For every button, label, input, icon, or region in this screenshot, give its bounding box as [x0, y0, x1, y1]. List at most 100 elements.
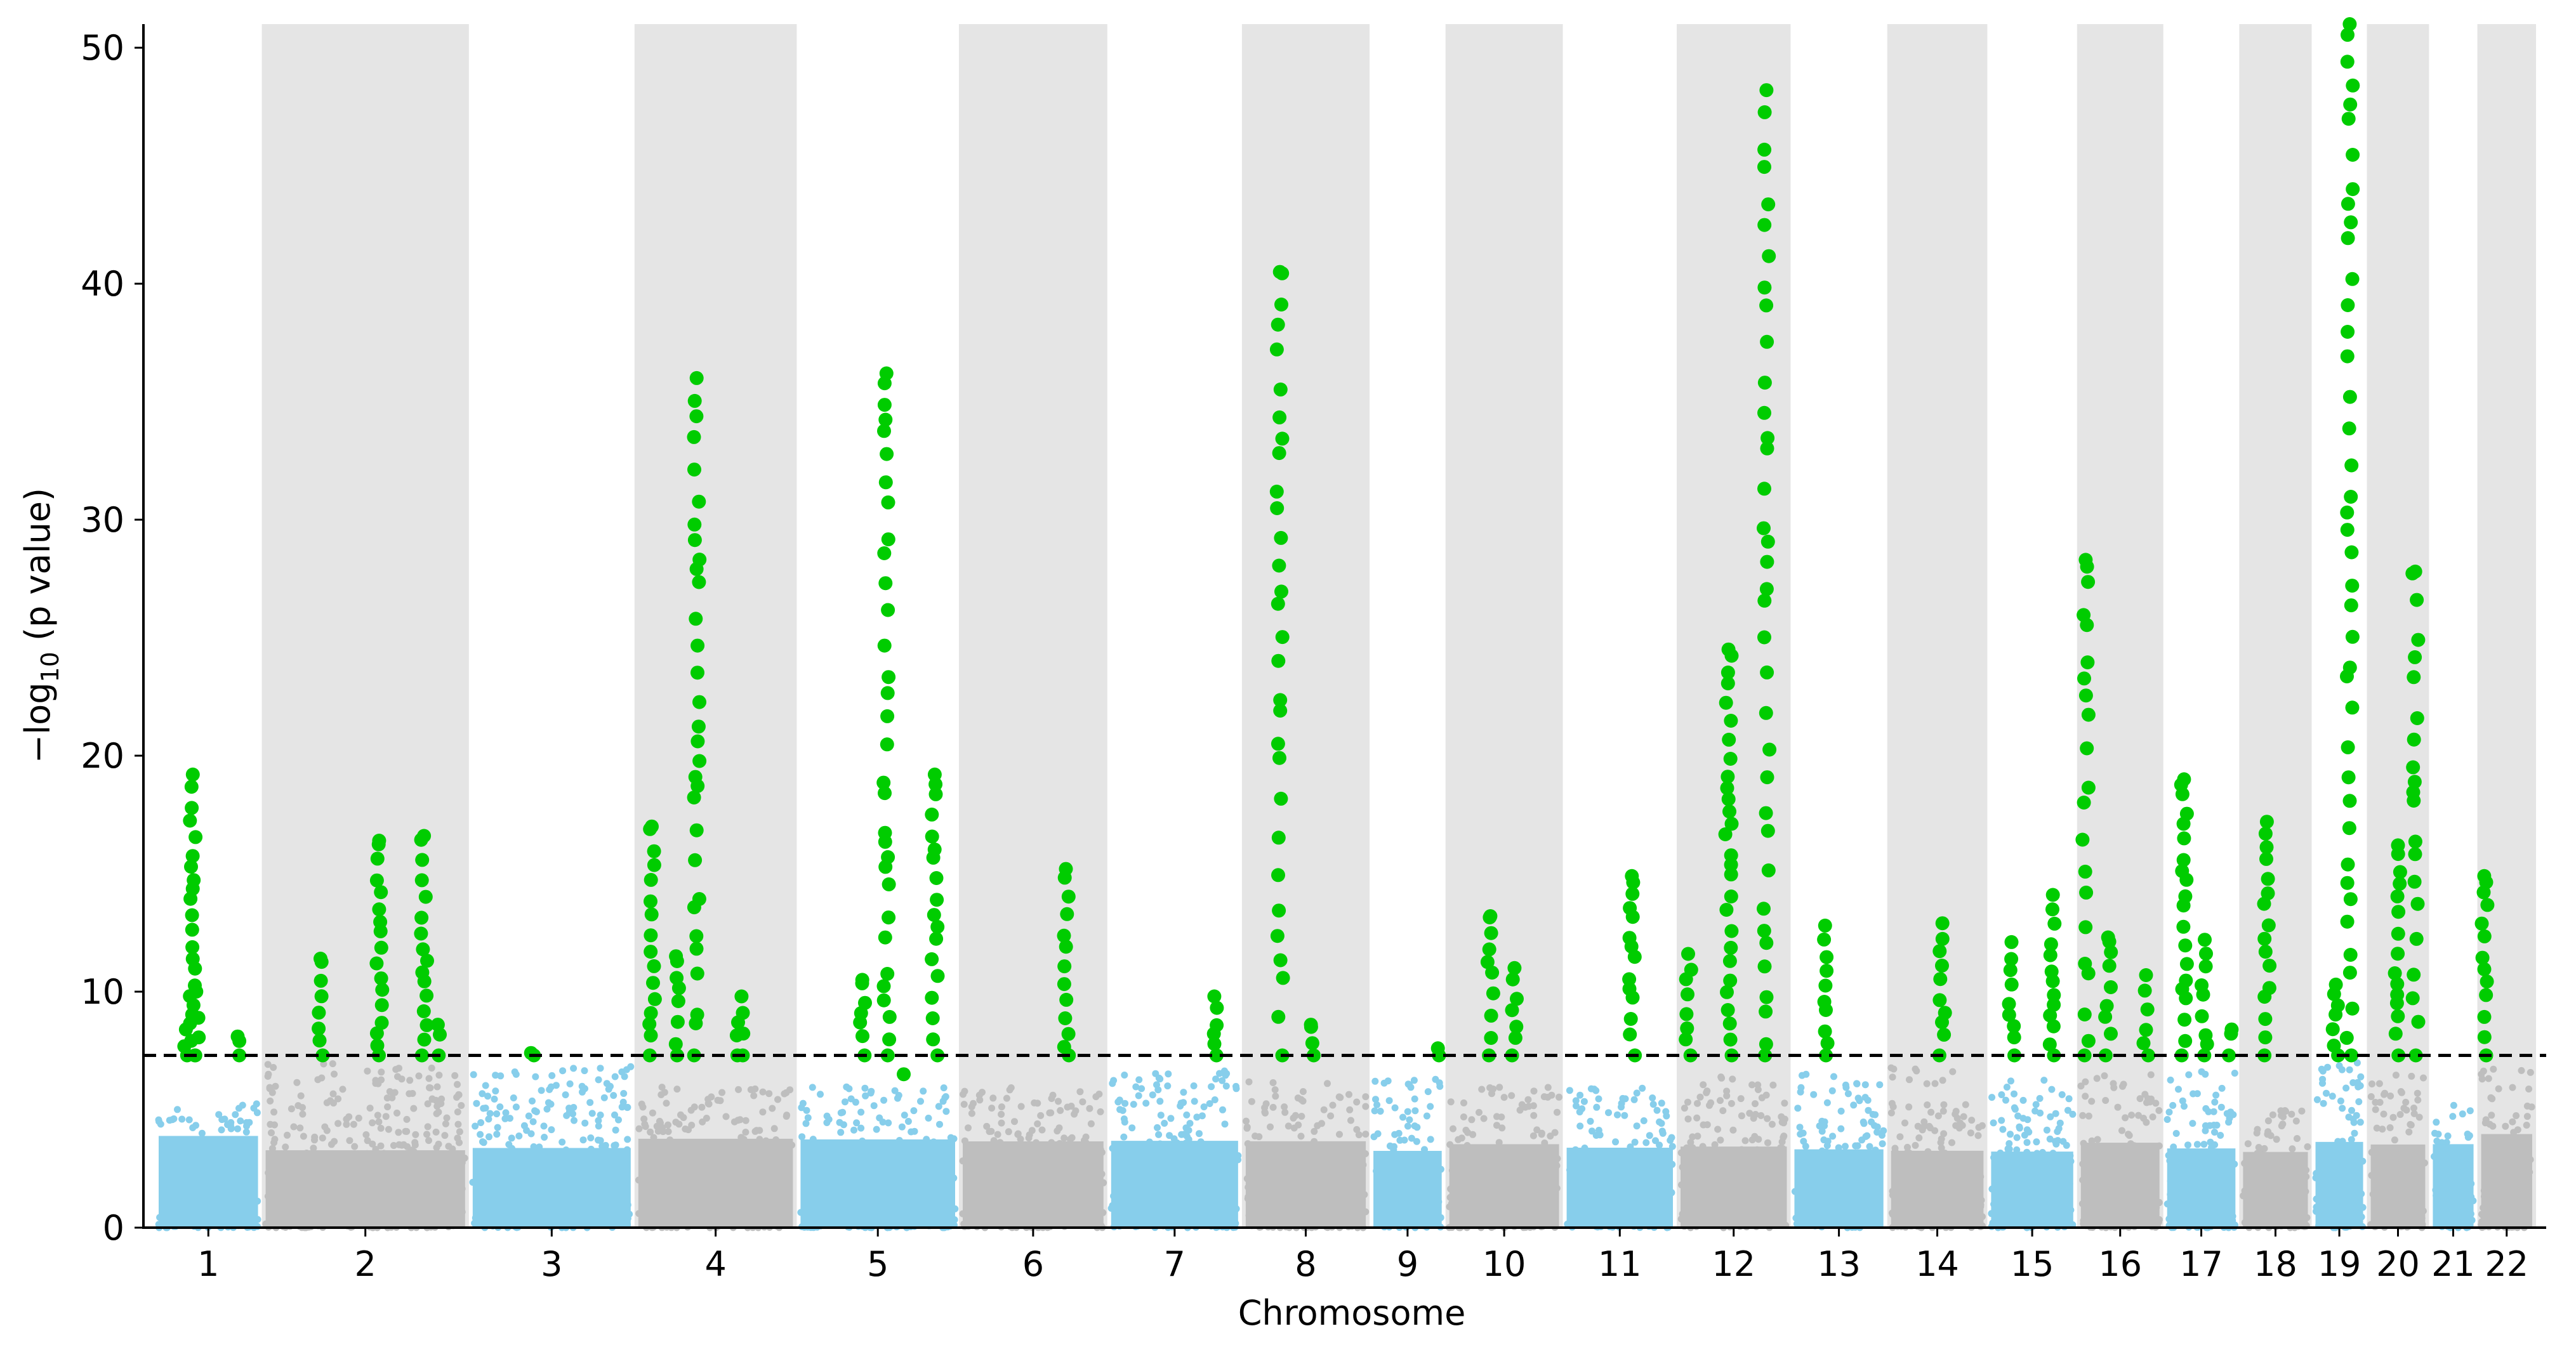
- snp-point: [2450, 1101, 2457, 1109]
- snp-point: [189, 1124, 197, 1131]
- significant-snp: [2474, 916, 2489, 931]
- snp-point: [1573, 1102, 1580, 1110]
- significant-snp: [1059, 940, 1073, 954]
- snp-point: [2218, 1084, 2226, 1092]
- snp-point: [2210, 1122, 2217, 1129]
- significant-snp: [2327, 1039, 2341, 1053]
- snp-point: [2202, 1070, 2209, 1078]
- significant-snp: [644, 928, 658, 943]
- snp-point: [1097, 1108, 1104, 1115]
- significant-snp: [1757, 924, 1771, 938]
- snp-point: [1768, 1120, 1776, 1128]
- snp-point: [2088, 1098, 2096, 1105]
- snp-point: [2172, 1130, 2180, 1137]
- snp-point: [852, 1098, 859, 1106]
- snp-point: [2478, 1070, 2485, 1078]
- significant-snp: [369, 956, 384, 971]
- significant-snp: [2393, 865, 2407, 879]
- snp-point: [1320, 1106, 1328, 1113]
- snp-point: [432, 1128, 440, 1136]
- snp-point: [2375, 1080, 2383, 1087]
- snp-point: [284, 1131, 291, 1139]
- significant-snp: [692, 553, 707, 567]
- snp-point: [492, 1072, 499, 1079]
- snp-point: [2019, 1096, 2027, 1104]
- x-tick-label-1: 1: [197, 1244, 219, 1284]
- snp-point: [1748, 1136, 1756, 1144]
- snp-point: [1404, 1108, 1411, 1115]
- snp-point: [1689, 1133, 1696, 1141]
- snp-point: [1391, 1104, 1399, 1112]
- significant-snp: [2002, 997, 2016, 1011]
- snp-point: [1998, 1091, 2005, 1098]
- x-tick-label-17: 17: [2179, 1244, 2223, 1284]
- significant-snp: [416, 1004, 431, 1018]
- snp-point: [2289, 1145, 2296, 1153]
- snp-point: [2355, 1098, 2363, 1105]
- snp-point: [456, 1128, 463, 1136]
- snp-point: [2526, 1068, 2534, 1076]
- snp-point: [512, 1103, 520, 1111]
- significant-snp: [642, 1017, 657, 1032]
- snp-point: [2064, 1106, 2071, 1114]
- snp-point: [2046, 1135, 2054, 1143]
- snp-point: [774, 1096, 781, 1103]
- snp-point: [1934, 1112, 1942, 1120]
- snp-density-band: [2080, 1143, 2160, 1228]
- snp-point: [1079, 1098, 1087, 1106]
- snp-point: [1281, 1108, 1289, 1116]
- snp-point: [1119, 1106, 1126, 1114]
- snp-point: [543, 1105, 551, 1113]
- snp-point: [1200, 1103, 1208, 1111]
- snp-point: [2525, 1086, 2533, 1093]
- significant-snp: [2340, 349, 2355, 364]
- snp-point: [1533, 1126, 1541, 1134]
- significant-snp: [1271, 830, 1286, 845]
- snp-point: [1551, 1129, 1559, 1136]
- significant-snp: [1680, 1021, 1694, 1035]
- snp-point: [911, 1127, 918, 1135]
- snp-point: [1823, 1099, 1831, 1106]
- chromosome-points-18: [2240, 1107, 2311, 1231]
- snp-point: [2346, 1066, 2353, 1073]
- snp-point: [384, 1103, 392, 1111]
- snp-point: [1764, 1115, 1771, 1122]
- snp-point: [2167, 1076, 2174, 1084]
- significant-snp: [1684, 962, 1698, 977]
- snp-point: [425, 1137, 432, 1145]
- snp-point: [311, 1133, 319, 1141]
- snp-point: [917, 1098, 924, 1105]
- snp-point: [935, 1103, 942, 1110]
- significant-snp: [186, 998, 201, 1013]
- significant-snp: [374, 971, 388, 986]
- significant-snp: [927, 842, 942, 856]
- significant-snp: [1719, 695, 1733, 710]
- snp-density-band: [1891, 1150, 1984, 1228]
- snp-point: [2264, 1128, 2272, 1136]
- snp-point: [1658, 1120, 1665, 1127]
- significant-snp: [670, 971, 684, 985]
- peak-top-snp: [2078, 553, 2093, 567]
- snp-point: [330, 1099, 337, 1107]
- snp-point: [529, 1118, 537, 1126]
- significant-snp: [881, 850, 895, 864]
- significant-snp: [1932, 993, 1947, 1007]
- significant-snp: [692, 754, 707, 768]
- snp-point: [1493, 1113, 1500, 1120]
- snp-point: [2396, 1111, 2404, 1119]
- snp-point: [299, 1104, 306, 1112]
- snp-point: [1488, 1090, 1495, 1098]
- significant-snp: [1724, 817, 1739, 831]
- snp-point: [1496, 1084, 1503, 1091]
- snp-point: [1530, 1087, 1538, 1095]
- snp-point: [1064, 1103, 1071, 1111]
- peak-top-snp: [417, 829, 432, 843]
- significant-snp: [1482, 942, 1496, 957]
- snp-point: [2357, 1073, 2365, 1080]
- snp-point: [1593, 1103, 1601, 1111]
- chromosome-points-17: [2163, 1068, 2238, 1231]
- snp-point: [1797, 1084, 1805, 1091]
- snp-point: [1297, 1132, 1305, 1140]
- snp-point: [895, 1092, 902, 1099]
- snp-point: [597, 1112, 604, 1119]
